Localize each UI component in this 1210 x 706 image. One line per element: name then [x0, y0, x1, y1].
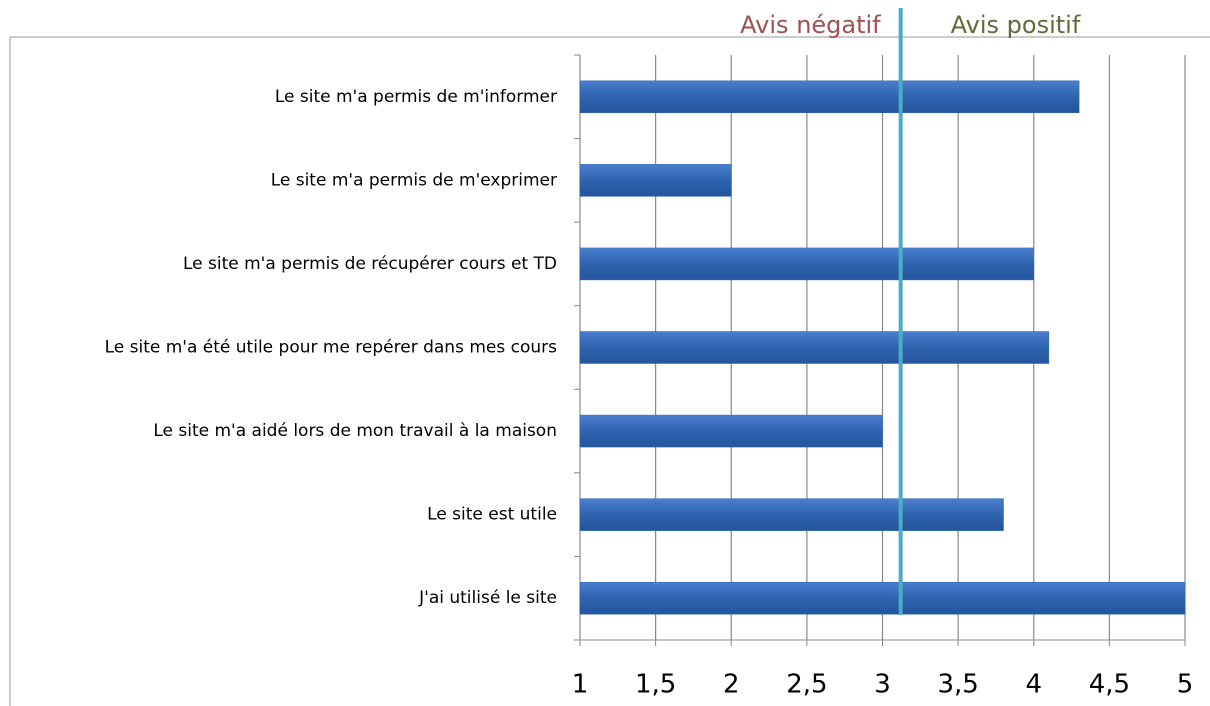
- x-tick-label: 5: [1177, 670, 1194, 700]
- x-tick-label: 2,5: [786, 670, 827, 700]
- bar: [579, 80, 1080, 114]
- y-tick-label: Le site m'a aidé lors de mon travail à l…: [153, 421, 557, 441]
- y-tick-label: Le site m'a permis de m'exprimer: [271, 170, 557, 190]
- x-tick-label: 3,5: [937, 670, 978, 700]
- bar: [579, 331, 1050, 364]
- bar: [579, 164, 732, 197]
- y-tick-label: Le site m'a été utile pour me repérer da…: [105, 338, 558, 358]
- x-tick-label: 1: [572, 670, 589, 700]
- x-tick-label: 2: [723, 670, 740, 700]
- annotation: Avis positif: [951, 11, 1081, 39]
- x-tick-label: 1,5: [635, 670, 676, 700]
- annotation: Avis négatif: [740, 11, 881, 39]
- y-tick-label: Le site m'a permis de récupérer cours et…: [183, 254, 557, 274]
- y-tick-label: J'ai utilisé le site: [418, 588, 557, 608]
- y-tick-label: Le site est utile: [427, 505, 557, 525]
- x-tick-label: 4,5: [1089, 670, 1130, 700]
- x-tick-label: 3: [874, 670, 891, 700]
- bar: [579, 581, 1186, 615]
- bar: [579, 247, 1034, 281]
- x-tick-label: 4: [1025, 670, 1042, 700]
- bar: [579, 414, 883, 448]
- y-tick-label: Le site m'a permis de m'informer: [275, 87, 557, 107]
- bar: [579, 498, 1004, 531]
